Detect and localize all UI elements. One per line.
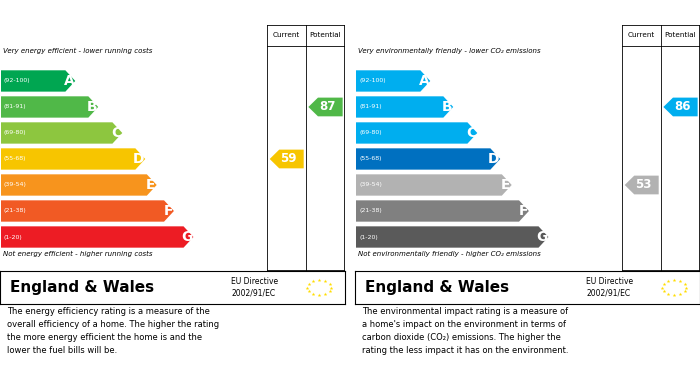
Polygon shape [1, 226, 193, 248]
Text: EU Directive
2002/91/EC: EU Directive 2002/91/EC [231, 277, 279, 298]
Text: A: A [64, 74, 74, 88]
Text: (21-38): (21-38) [359, 208, 382, 213]
Polygon shape [356, 70, 430, 91]
Text: England & Wales: England & Wales [10, 280, 155, 295]
Text: 59: 59 [281, 152, 297, 165]
Polygon shape [356, 226, 548, 248]
Polygon shape [309, 98, 343, 117]
Polygon shape [1, 174, 157, 196]
Text: E: E [501, 178, 511, 192]
Text: (39-54): (39-54) [4, 183, 27, 188]
Polygon shape [624, 176, 659, 194]
Text: (21-38): (21-38) [4, 208, 27, 213]
Text: Not energy efficient - higher running costs: Not energy efficient - higher running co… [3, 251, 153, 257]
Text: Very energy efficient - lower running costs: Very energy efficient - lower running co… [3, 48, 153, 54]
Text: Energy Efficiency Rating: Energy Efficiency Rating [5, 5, 168, 18]
Text: D: D [133, 152, 144, 166]
Text: Environmental Impact (CO₂) Rating: Environmental Impact (CO₂) Rating [360, 5, 592, 18]
Polygon shape [1, 200, 174, 222]
Text: (69-80): (69-80) [4, 131, 27, 135]
Text: E: E [146, 178, 155, 192]
Polygon shape [1, 96, 98, 118]
Text: 87: 87 [319, 100, 336, 113]
Text: Current: Current [273, 32, 300, 38]
Text: 53: 53 [636, 178, 652, 192]
Polygon shape [1, 148, 145, 170]
Polygon shape [356, 122, 477, 143]
Text: 86: 86 [674, 100, 691, 113]
Text: A: A [419, 74, 429, 88]
Polygon shape [356, 148, 500, 170]
Text: Potential: Potential [309, 32, 342, 38]
Text: Current: Current [628, 32, 655, 38]
Text: C: C [466, 126, 476, 140]
Text: (55-68): (55-68) [4, 156, 27, 161]
Text: G: G [181, 230, 193, 244]
Text: England & Wales: England & Wales [365, 280, 510, 295]
Text: B: B [442, 100, 452, 114]
Polygon shape [356, 96, 453, 118]
Text: (39-54): (39-54) [359, 183, 382, 188]
Text: C: C [111, 126, 121, 140]
Text: (1-20): (1-20) [4, 235, 22, 240]
Text: (92-100): (92-100) [4, 79, 31, 83]
Text: The energy efficiency rating is a measure of the
overall efficiency of a home. T: The energy efficiency rating is a measur… [7, 307, 219, 355]
Text: (1-20): (1-20) [359, 235, 378, 240]
Text: Not environmentally friendly - higher CO₂ emissions: Not environmentally friendly - higher CO… [358, 251, 540, 257]
Text: (55-68): (55-68) [359, 156, 382, 161]
Text: G: G [536, 230, 547, 244]
Polygon shape [356, 174, 512, 196]
Polygon shape [270, 150, 304, 169]
Text: (69-80): (69-80) [359, 131, 382, 135]
Text: D: D [488, 152, 499, 166]
Text: (81-91): (81-91) [4, 104, 27, 109]
Polygon shape [664, 98, 698, 117]
Text: The environmental impact rating is a measure of
a home's impact on the environme: The environmental impact rating is a mea… [362, 307, 568, 355]
Text: (81-91): (81-91) [359, 104, 382, 109]
Text: (92-100): (92-100) [359, 79, 386, 83]
Text: B: B [87, 100, 97, 114]
Text: Potential: Potential [665, 32, 696, 38]
Text: F: F [519, 204, 528, 218]
Text: F: F [163, 204, 173, 218]
Text: Very environmentally friendly - lower CO₂ emissions: Very environmentally friendly - lower CO… [358, 48, 540, 54]
Polygon shape [1, 70, 76, 91]
Polygon shape [1, 122, 122, 143]
Text: EU Directive
2002/91/EC: EU Directive 2002/91/EC [586, 277, 634, 298]
Polygon shape [356, 200, 529, 222]
